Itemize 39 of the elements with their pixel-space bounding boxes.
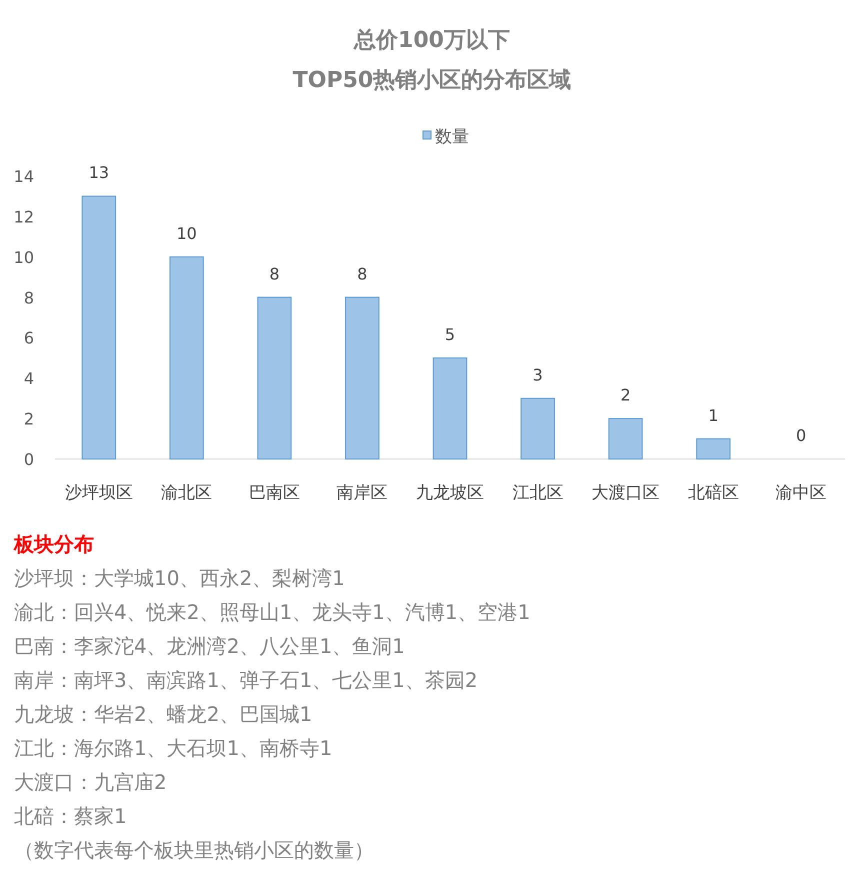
y-tick-label: 14 <box>14 167 34 186</box>
text: （数字代表每个板块里热销小区的数量） <box>14 838 374 862</box>
y-tick-label: 6 <box>24 328 34 348</box>
data-label: 10 <box>176 224 197 243</box>
data-label: 13 <box>88 163 110 182</box>
x-tick-label: 北碚区 <box>688 483 739 503</box>
x-tick-label: 江北区 <box>512 483 564 503</box>
chart-subtitle: TOP50热销小区的分布区域 <box>292 68 572 93</box>
y-tick-label: 8 <box>24 288 34 308</box>
text: 大渡口：九宫庙2 <box>14 770 167 794</box>
text: 巴南：李家沱4、龙洲湾2、八公里1、鱼洞1 <box>14 634 405 658</box>
data-label: 8 <box>357 264 368 284</box>
data-label: 2 <box>620 386 631 405</box>
x-tick-label: 大渡口区 <box>592 483 660 503</box>
text: 九龙坡：华岩2、蟠龙2、巴国城1 <box>14 702 312 726</box>
y-tick-label: 4 <box>24 369 34 388</box>
x-tick-label: 沙坪坝区 <box>64 483 133 503</box>
x-tick-label: 渝中区 <box>776 483 827 503</box>
data-label: 5 <box>444 324 456 344</box>
data-label: 1 <box>708 406 718 425</box>
text: 沙坪坝：大学城10、西永2、梨树湾1 <box>14 566 345 590</box>
text: 渝北：回兴4、悦来2、照母山1、龙头寺1、汽博1、空港1 <box>14 600 530 624</box>
legend-label: 数量 <box>435 127 469 147</box>
chart-title: 总价100万以下 <box>353 28 510 53</box>
text: 江北：海尔路1、大石坝1、南桥寺1 <box>14 736 332 760</box>
y-tick-label: 2 <box>24 410 34 429</box>
text: 南岸：南坪3、南滨路1、弹子石1、七公里1、茶园2 <box>14 668 478 692</box>
y-tick-label: 10 <box>14 248 34 267</box>
x-tick-label: 南岸区 <box>336 483 388 503</box>
data-label: 8 <box>269 264 280 284</box>
data-label: 0 <box>796 426 806 445</box>
x-tick-label: 九龙坡区 <box>416 483 484 503</box>
x-tick-label: 渝北区 <box>161 483 212 503</box>
y-tick-label: 12 <box>14 207 34 226</box>
data-label: 3 <box>532 365 543 384</box>
y-tick-label: 0 <box>24 450 34 469</box>
text: 板块分布 <box>13 532 94 556</box>
x-tick-label: 巴南区 <box>248 483 300 503</box>
text: 北碚：蔡家1 <box>14 804 127 828</box>
